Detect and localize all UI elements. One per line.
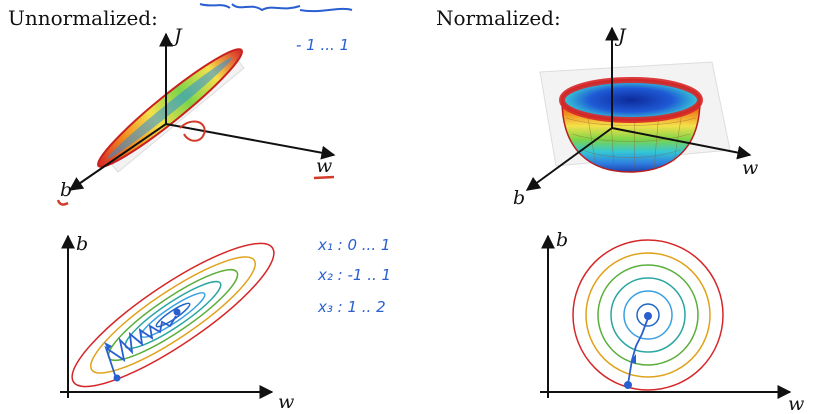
start-point	[113, 374, 121, 382]
top-scribble	[199, 3, 353, 13]
j-axis-label: J	[170, 25, 183, 47]
circular-contours	[572, 239, 724, 391]
unnormalized-contour-plot: b w	[60, 233, 294, 413]
w-axis-label: w	[316, 155, 332, 177]
b-axis-label-bl: b	[76, 233, 88, 255]
descent-arrow-head	[630, 354, 636, 364]
w-axis-label-bl: w	[278, 391, 294, 413]
b-axis-label-right: b	[513, 187, 525, 209]
b-axis-label-br: b	[556, 229, 568, 251]
b-underline-mark	[56, 199, 69, 206]
b-axis-label: b	[60, 179, 72, 201]
minimum-point	[173, 308, 181, 316]
unnormalized-title: Unnormalized:	[8, 6, 158, 30]
minimum-point-right	[644, 312, 652, 320]
unnormalized-surface-plot: J w b	[56, 25, 336, 206]
feature-range-notes: x₁ : 0 ... 1 x₂ : -1 .. 1 x₃ : 1 .. 2	[317, 236, 391, 316]
direct-descent-path	[627, 317, 649, 385]
elongated-contours	[71, 242, 275, 388]
normalized-title: Normalized:	[436, 6, 561, 30]
x2-range-note: x₂ : -1 .. 1	[317, 266, 391, 284]
start-point-right	[624, 381, 632, 389]
range-annotation: - 1 ... 1	[296, 36, 349, 54]
w-underline-mark	[313, 175, 335, 180]
x3-range-note: x₃ : 1 .. 2	[317, 298, 386, 316]
elongated-surface-core	[107, 57, 233, 159]
zigzag-arrow-head	[104, 342, 112, 350]
w-axis-label-br: w	[788, 393, 804, 414]
b-axis	[68, 123, 167, 191]
w-axis-right	[611, 127, 752, 160]
red-hand-mark	[179, 120, 206, 142]
x1-range-note: x₁ : 0 ... 1	[317, 236, 390, 254]
w-axis	[165, 123, 336, 160]
zigzag-descent-path	[104, 315, 177, 379]
bowl-rim-red	[559, 77, 703, 123]
w-axis-label-right: w	[742, 157, 758, 179]
j-axis-label-right: J	[614, 25, 627, 47]
b-axis-right	[525, 127, 613, 191]
normalized-surface-plot: J w b	[513, 25, 758, 209]
normalized-contour-plot: b w	[540, 229, 804, 414]
